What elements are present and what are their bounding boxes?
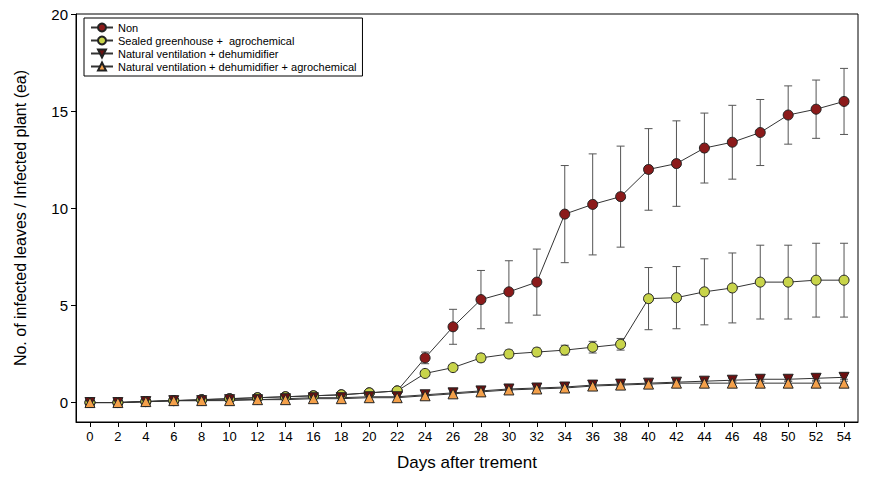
svg-text:50: 50 (781, 429, 795, 444)
svg-text:28: 28 (474, 429, 488, 444)
svg-text:32: 32 (530, 429, 544, 444)
svg-text:16: 16 (306, 429, 320, 444)
svg-text:34: 34 (558, 429, 572, 444)
svg-text:20: 20 (51, 6, 68, 23)
svg-text:4: 4 (142, 429, 149, 444)
svg-text:10: 10 (51, 200, 68, 217)
svg-text:2: 2 (114, 429, 121, 444)
svg-text:48: 48 (753, 429, 767, 444)
svg-text:52: 52 (809, 429, 823, 444)
svg-text:10: 10 (222, 429, 236, 444)
svg-text:18: 18 (334, 429, 348, 444)
svg-text:Non: Non (118, 22, 138, 34)
svg-text:46: 46 (725, 429, 739, 444)
svg-text:5: 5 (60, 297, 68, 314)
svg-text:Sealed greenhouse + agrochemi: Sealed greenhouse + agrochemical (118, 35, 294, 47)
svg-text:Natural ventilation + dehumidi: Natural ventilation + dehumidifier (118, 48, 279, 60)
svg-text:54: 54 (837, 429, 851, 444)
svg-text:30: 30 (502, 429, 516, 444)
svg-text:15: 15 (51, 103, 68, 120)
svg-text:0: 0 (60, 394, 68, 411)
svg-text:36: 36 (585, 429, 599, 444)
svg-text:0: 0 (86, 429, 93, 444)
svg-text:Natural ventilation + dehumidi: Natural ventilation + dehumidifier + agr… (118, 61, 356, 73)
svg-text:42: 42 (669, 429, 683, 444)
svg-text:20: 20 (362, 429, 376, 444)
svg-text:38: 38 (613, 429, 627, 444)
svg-text:26: 26 (446, 429, 460, 444)
svg-text:Days after trement: Days after trement (397, 453, 537, 472)
svg-text:8: 8 (198, 429, 205, 444)
svg-text:6: 6 (170, 429, 177, 444)
svg-text:40: 40 (641, 429, 655, 444)
svg-text:14: 14 (278, 429, 292, 444)
svg-text:22: 22 (390, 429, 404, 444)
svg-text:44: 44 (697, 429, 711, 444)
svg-text:No. of infected leaves / Infec: No. of infected leaves / Infected plant … (12, 70, 29, 366)
svg-text:12: 12 (250, 429, 264, 444)
svg-text:24: 24 (418, 429, 432, 444)
